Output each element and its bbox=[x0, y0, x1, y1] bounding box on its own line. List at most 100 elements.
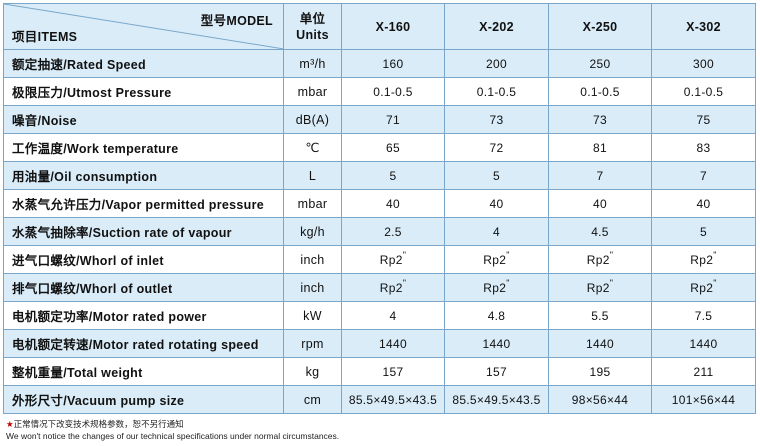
model-header: X-160 bbox=[341, 3, 445, 50]
footnote: ★正常情况下改变技术规格参数，恕不另行通知 We won't notice th… bbox=[6, 418, 339, 442]
unit-cell: kW bbox=[283, 301, 342, 330]
value-cell: Rp2" bbox=[548, 245, 652, 274]
value-text: Rp2 bbox=[379, 252, 403, 267]
table-row: 水蒸气抽除率/Suction rate of vapour kg/h 2.5 4 4.5… bbox=[3, 217, 756, 246]
value-cell: 5 bbox=[651, 217, 756, 246]
model-header: X-250 bbox=[548, 3, 652, 50]
inch-mark: " bbox=[506, 277, 510, 288]
table-row: 整机重量/Total weight kg 157 157 195 211 bbox=[3, 357, 756, 386]
value-text: Rp2 bbox=[586, 252, 610, 267]
unit-cell: mbar bbox=[283, 77, 342, 106]
value-cell: 85.5×49.5×43.5 bbox=[444, 385, 549, 414]
value-text: Rp2 bbox=[483, 280, 507, 295]
unit-cell: rpm bbox=[283, 329, 342, 358]
table-row: 进气口螺纹/Whorl of inlet inch Rp2" Rp2" Rp2" Rp2" bbox=[3, 245, 756, 274]
table-row: 用油量/Oil consumption L 5 5 7 7 bbox=[3, 161, 756, 190]
value-text: Rp2 bbox=[586, 280, 610, 295]
value-cell: 81 bbox=[548, 133, 652, 162]
value-cell: Rp2" bbox=[444, 273, 549, 302]
unit-cell: kg/h bbox=[283, 217, 342, 246]
table-row: 噪音/Noise dB(A) 71 73 73 75 bbox=[3, 105, 756, 134]
item-cell: 排气口螺纹/Whorl of outlet bbox=[3, 273, 284, 302]
inch-mark: " bbox=[713, 249, 717, 260]
value-cell: 211 bbox=[651, 357, 756, 386]
item-cell: 极限压力/Utmost Pressure bbox=[3, 77, 284, 106]
value-cell: 4 bbox=[341, 301, 445, 330]
value-cell: Rp2" bbox=[548, 273, 652, 302]
value-cell: 0.1-0.5 bbox=[341, 77, 445, 106]
value-text: Rp2 bbox=[483, 252, 507, 267]
value-cell: 4 bbox=[444, 217, 549, 246]
unit-label-en: Units bbox=[296, 27, 329, 42]
table-row: 额定抽速/Rated Speed m³/h 160 200 250 300 bbox=[3, 49, 756, 78]
table-row: 电机额定功率/Motor rated power kW 4 4.8 5.5 7.5 bbox=[3, 301, 756, 330]
inch-mark: " bbox=[609, 277, 614, 288]
item-cell: 水蒸气允许压力/Vapor permitted pressure bbox=[3, 189, 284, 218]
value-text: Rp2 bbox=[690, 280, 714, 295]
item-cell: 噪音/Noise bbox=[3, 105, 284, 134]
footnote-cn: 正常情况下改变技术规格参数，恕不另行通知 bbox=[13, 419, 184, 429]
value-cell: 250 bbox=[548, 49, 652, 78]
spec-table-body: 型号MODEL 项目ITEMS 单位 Units X-160 X-202 X-2… bbox=[3, 3, 756, 414]
value-cell: 75 bbox=[651, 105, 756, 134]
value-cell: 300 bbox=[651, 49, 756, 78]
unit-cell: L bbox=[283, 161, 342, 190]
value-cell: 1440 bbox=[651, 329, 756, 358]
value-cell: 0.1-0.5 bbox=[444, 77, 549, 106]
value-cell: 157 bbox=[341, 357, 445, 386]
unit-cell: inch bbox=[283, 273, 342, 302]
value-cell: 72 bbox=[444, 133, 549, 162]
table-row: 电机额定转速/Motor rated rotating speed rpm 1440… bbox=[3, 329, 756, 358]
unit-cell: inch bbox=[283, 245, 342, 274]
value-cell: 4.5 bbox=[548, 217, 652, 246]
item-cell: 外形尺寸/Vacuum pump size bbox=[3, 385, 284, 414]
value-cell: 7 bbox=[651, 161, 756, 190]
unit-header: 单位 Units bbox=[283, 3, 342, 50]
value-cell: 2.5 bbox=[341, 217, 445, 246]
value-cell: 65 bbox=[341, 133, 445, 162]
inch-mark: " bbox=[713, 277, 717, 288]
item-cell: 工作温度/Work temperature bbox=[3, 133, 284, 162]
header-row: 型号MODEL 项目ITEMS 单位 Units X-160 X-202 X-2… bbox=[3, 3, 756, 50]
value-cell: Rp2" bbox=[651, 245, 756, 274]
model-label: 型号MODEL bbox=[200, 14, 273, 28]
value-cell: 0.1-0.5 bbox=[651, 77, 756, 106]
value-cell: 160 bbox=[341, 49, 445, 78]
value-cell: 40 bbox=[444, 189, 549, 218]
item-cell: 额定抽速/Rated Speed bbox=[3, 49, 284, 78]
value-cell: 101×56×44 bbox=[651, 385, 756, 414]
value-cell: 5 bbox=[444, 161, 549, 190]
value-cell: 85.5×49.5×43.5 bbox=[341, 385, 445, 414]
value-cell: 195 bbox=[548, 357, 652, 386]
value-cell: 73 bbox=[444, 105, 549, 134]
footnote-en: We won't notice the changes of our techn… bbox=[6, 431, 340, 441]
value-cell: 98×56×44 bbox=[548, 385, 652, 414]
value-cell: Rp2" bbox=[341, 273, 445, 302]
star-icon: ★ bbox=[6, 419, 14, 429]
model-header: X-202 bbox=[444, 3, 549, 50]
value-cell: 73 bbox=[548, 105, 652, 134]
inch-mark: " bbox=[402, 277, 407, 288]
value-cell: 4.8 bbox=[444, 301, 549, 330]
value-text: Rp2 bbox=[690, 252, 714, 267]
value-cell: 5.5 bbox=[548, 301, 652, 330]
item-cell: 电机额定转速/Motor rated rotating speed bbox=[3, 329, 284, 358]
value-cell: 1440 bbox=[444, 329, 549, 358]
table-row: 排气口螺纹/Whorl of outlet inch Rp2" Rp2" Rp2" Rp2… bbox=[3, 273, 756, 302]
value-cell: 1440 bbox=[341, 329, 445, 358]
item-cell: 用油量/Oil consumption bbox=[3, 161, 284, 190]
inch-mark: " bbox=[609, 249, 614, 260]
value-cell: 40 bbox=[548, 189, 652, 218]
value-cell: 71 bbox=[341, 105, 445, 134]
spec-table: 型号MODEL 项目ITEMS 单位 Units X-160 X-202 X-2… bbox=[3, 3, 756, 414]
value-cell: 200 bbox=[444, 49, 549, 78]
value-cell: 1440 bbox=[548, 329, 652, 358]
value-cell: Rp2" bbox=[444, 245, 549, 274]
table-row: 极限压力/Utmost Pressure mbar 0.1-0.5 0.1-0.5 0.… bbox=[3, 77, 756, 106]
value-cell: 7.5 bbox=[651, 301, 756, 330]
unit-cell: cm bbox=[283, 385, 342, 414]
value-cell: 0.1-0.5 bbox=[548, 77, 652, 106]
unit-cell: ℃ bbox=[283, 133, 342, 162]
value-cell: 5 bbox=[341, 161, 445, 190]
unit-cell: dB(A) bbox=[283, 105, 342, 134]
